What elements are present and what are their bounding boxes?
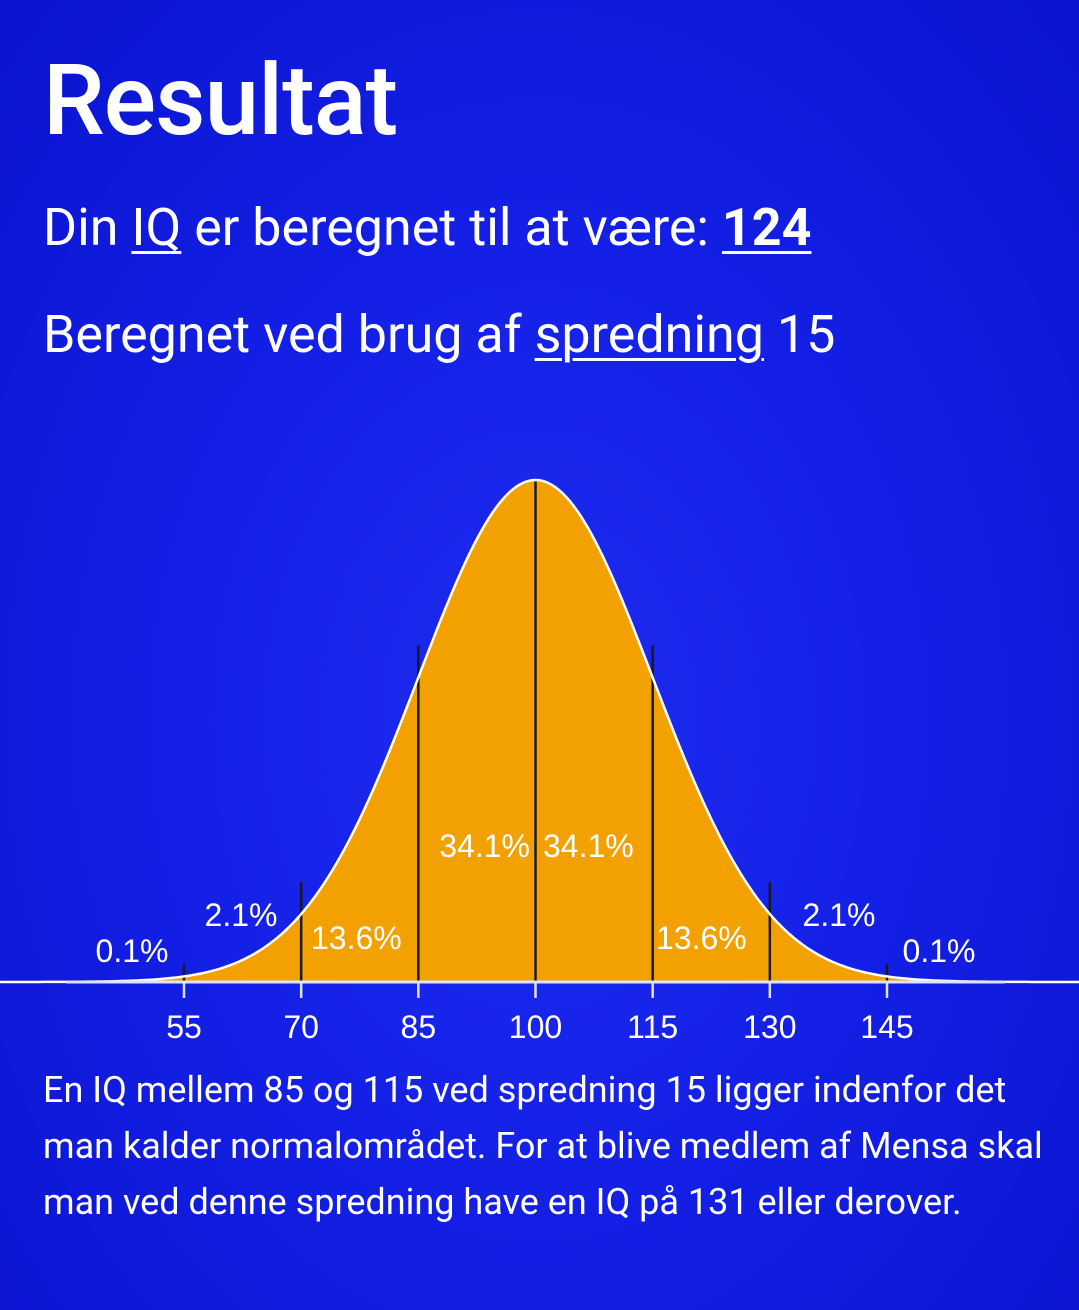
iq-result-prefix: Din [43, 197, 132, 258]
spread-suffix: 15 [763, 304, 836, 365]
x-tick-label: 100 [509, 1009, 562, 1045]
segment-percent-label: 2.1% [205, 897, 278, 933]
x-tick-label: 115 [627, 1009, 678, 1045]
x-tick-label: 85 [401, 1009, 437, 1045]
segment-percent-label: 13.6% [311, 920, 402, 956]
description-text: En IQ mellem 85 og 115 ved spredning 15 … [43, 1069, 1043, 1223]
segment-percent-label: 34.1% [543, 828, 634, 864]
iq-result-middle: er beregnet til at være: [181, 197, 722, 258]
segment-percent-label: 2.1% [803, 897, 876, 933]
segment-percent-label: 34.1% [439, 828, 530, 864]
page-title: Resultat [43, 43, 398, 158]
segment-percent-label: 13.6% [656, 920, 747, 956]
x-tick-label: 145 [860, 1009, 913, 1045]
iq-link[interactable]: IQ [131, 197, 182, 258]
segment-percent-label: 0.1% [903, 933, 976, 969]
spread-line: Beregnet ved brug af spredning 15 [43, 305, 835, 365]
distribution-area [0, 480, 1079, 982]
x-tick-label: 70 [283, 1009, 319, 1045]
distribution-curve [0, 478, 1079, 984]
x-tick-label: 55 [166, 1009, 202, 1045]
iq-result-line: Din IQ er beregnet til at være: 124 [43, 198, 811, 258]
x-tick-label: 130 [743, 1009, 796, 1045]
iq-distribution-chart: 55 70 85 100 115 130 145 0.1% 2.1% 13.6% 34.1% 34.1… [0, 478, 1079, 1045]
spread-link[interactable]: spredning [534, 304, 764, 365]
spread-prefix: Beregnet ved brug af [43, 304, 535, 365]
iq-value: 124 [721, 197, 812, 258]
segment-percent-label: 0.1% [96, 933, 169, 969]
